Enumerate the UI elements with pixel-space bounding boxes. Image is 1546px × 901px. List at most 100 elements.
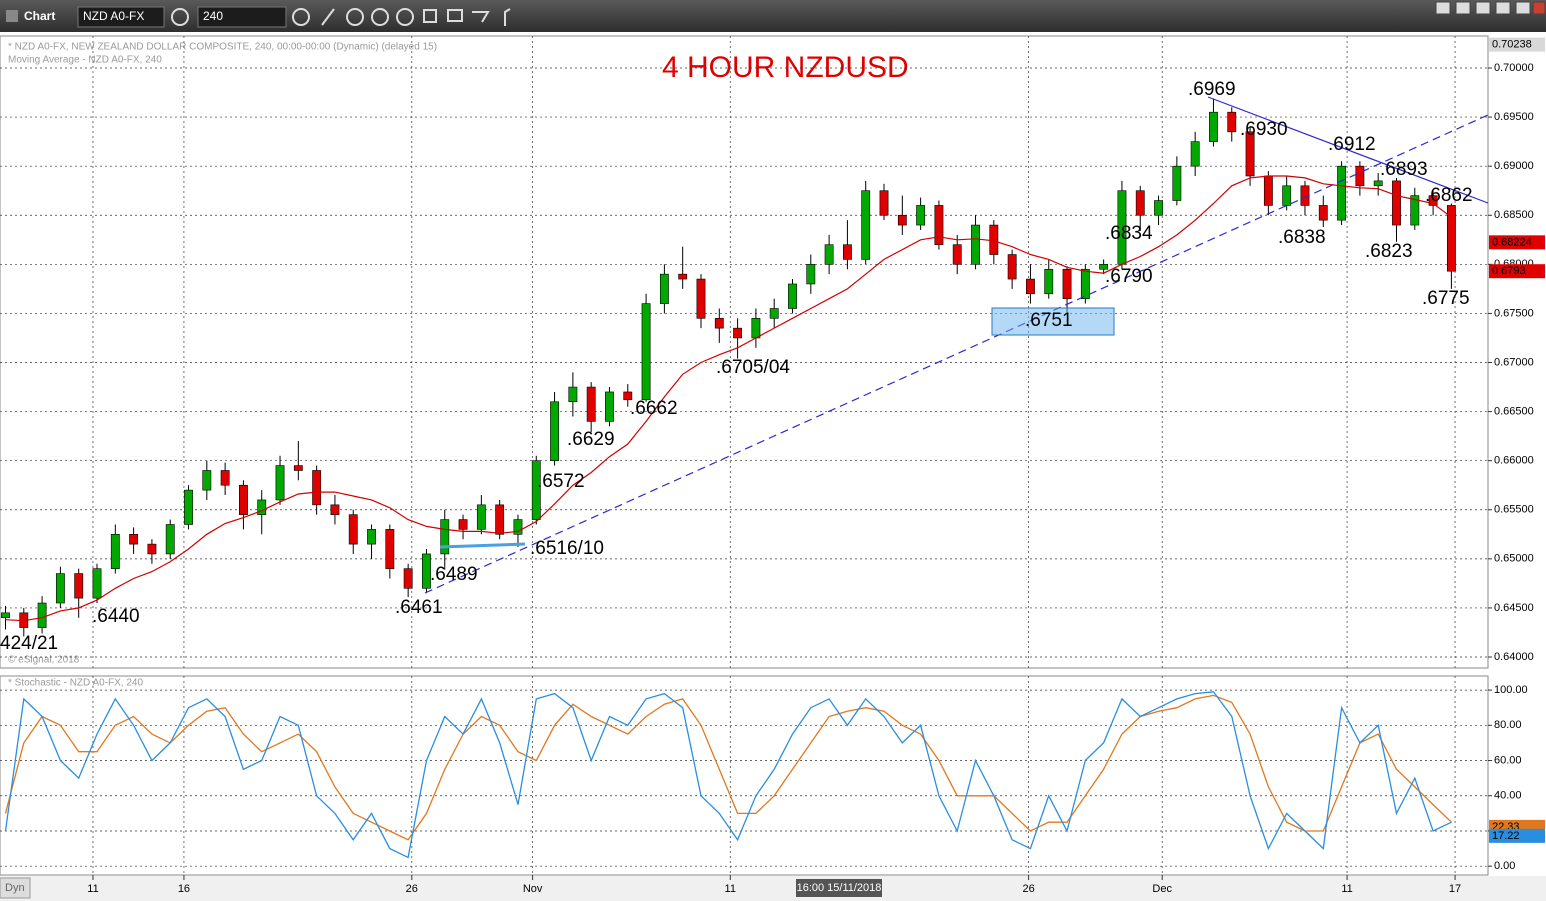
dyn-label[interactable]: Dyn <box>5 882 25 894</box>
x-tick-label: 11 <box>1341 883 1352 895</box>
credit: © eSignal, 2018 <box>8 655 80 666</box>
comment-button[interactable] <box>447 9 463 22</box>
candle-body <box>550 401 559 461</box>
minimize-button[interactable] <box>1455 1 1471 15</box>
candle-body <box>1190 141 1200 167</box>
link-button[interactable] <box>423 9 437 23</box>
help-button[interactable] <box>1435 1 1451 15</box>
candle-body <box>440 519 450 555</box>
y-tick-label: 80.00 <box>1494 719 1522 731</box>
moving-average <box>5 175 1452 622</box>
price-annotation: .6662 <box>630 398 678 419</box>
candle-body <box>824 244 834 265</box>
price-annotation: .6629 <box>567 429 615 450</box>
x-tick-label: Nov <box>523 883 543 895</box>
interval-box[interactable] <box>197 6 287 28</box>
candle-body <box>1154 200 1163 216</box>
symbol-box[interactable] <box>77 6 165 28</box>
candle-body <box>916 205 926 226</box>
candle-body <box>147 543 157 555</box>
candle-body <box>55 573 65 604</box>
stochastic-line <box>4 691 1452 859</box>
candle-body <box>934 205 944 246</box>
base-line <box>439 542 526 549</box>
settings-button[interactable] <box>171 8 189 26</box>
play-button[interactable] <box>371 8 389 26</box>
y-tick-label: 0.64000 <box>1494 651 1534 663</box>
price-annotation: 424/21 <box>0 633 58 654</box>
candle-body <box>74 573 84 599</box>
price-annotation: .6705/04 <box>716 357 790 378</box>
chart-title: 4 HOUR NZDUSD <box>662 51 909 84</box>
y-tick-label: 0.65500 <box>1494 504 1534 516</box>
candle-body <box>184 489 193 525</box>
candle-body <box>879 190 889 216</box>
facebook-button[interactable] <box>504 8 511 26</box>
price-annotation: .6461 <box>395 597 443 618</box>
price-annotation: .6440 <box>92 606 140 627</box>
maximize-button[interactable] <box>1475 1 1491 15</box>
y-tick-label: 0.66500 <box>1494 405 1534 417</box>
dyn-box[interactable] <box>0 877 31 899</box>
candle-body <box>531 460 541 520</box>
candle-body <box>129 533 139 545</box>
y-tick-label: 0.66000 <box>1494 455 1534 467</box>
candle-body <box>1026 278 1035 295</box>
candle-body <box>110 533 120 569</box>
price-marker <box>1489 828 1545 843</box>
price-annotation: .6893 <box>1380 159 1428 180</box>
x-tick-label: 16 <box>178 883 190 895</box>
candle-body <box>1446 205 1456 272</box>
candle-body <box>1318 205 1328 221</box>
candle-body <box>1209 111 1218 142</box>
x-tick-label: Dec <box>1152 883 1172 895</box>
candle-body <box>952 244 962 265</box>
y-tick-label: 0.65000 <box>1494 553 1534 565</box>
price-annotation: .6516/10 <box>530 538 604 559</box>
candle-body <box>1263 175 1273 206</box>
candle-body <box>659 273 669 304</box>
candle-body <box>1355 165 1365 187</box>
y-tick-label: 0.00 <box>1494 860 1515 872</box>
candle-body <box>1 612 10 619</box>
restore-button[interactable] <box>1515 1 1531 15</box>
y-tick-label: 100.00 <box>1494 684 1528 696</box>
candle-body <box>586 386 596 422</box>
price-marker <box>1489 37 1545 52</box>
y-tick-label: 0.67000 <box>1494 356 1534 368</box>
draw-curve-button[interactable] <box>346 8 364 26</box>
y-tick-label: 0.67500 <box>1494 307 1534 319</box>
candle-body <box>733 327 743 339</box>
candle-body <box>367 529 376 545</box>
candle-body <box>1373 180 1383 187</box>
candle-body <box>1337 165 1346 221</box>
interval[interactable]: 240 <box>203 9 223 23</box>
candle-body <box>385 529 395 569</box>
stochastic-legend: * Stochastic - NZD A0-FX, 240 <box>8 678 143 689</box>
candle-body <box>1392 180 1401 226</box>
window-button[interactable] <box>1495 1 1511 15</box>
close-button[interactable] <box>1532 1 1546 15</box>
draw-line-button[interactable] <box>321 8 335 26</box>
alert-button[interactable] <box>396 8 414 26</box>
candle-body <box>1099 264 1109 270</box>
cursor-box <box>796 879 882 897</box>
candle-body <box>714 318 724 329</box>
candle-body <box>165 524 175 555</box>
x-tick-label: 11 <box>87 883 98 895</box>
twitter-button[interactable] <box>472 11 490 23</box>
price-annotation: .6775 <box>1422 288 1470 309</box>
candle-body <box>403 568 413 589</box>
candle-body <box>1172 165 1182 201</box>
candle-body <box>1245 131 1255 177</box>
candle-body <box>275 465 285 501</box>
price-annotation: .6790 <box>1105 266 1153 287</box>
symbol[interactable]: NZD A0-FX <box>83 9 144 23</box>
candle-body <box>1007 254 1017 280</box>
time-button[interactable] <box>292 8 310 26</box>
app-name: Chart <box>24 9 55 23</box>
x-tick-label: 26 <box>1022 883 1034 895</box>
candle-body <box>312 470 322 506</box>
